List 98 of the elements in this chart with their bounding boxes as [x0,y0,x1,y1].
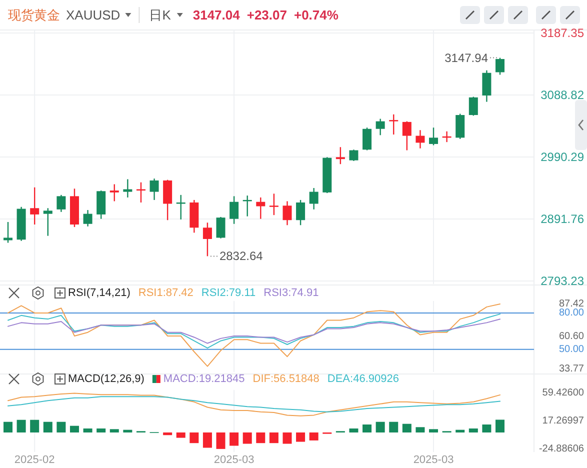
y-tick-label: 3088.82 [540,88,584,102]
text: +0.74% [294,8,339,22]
bar [296,432,306,442]
y-tick-label: -24.88606 [538,444,584,454]
text: 日K [149,8,172,22]
candlestick [30,186,40,226]
candlestick [216,216,226,239]
y-tick-label: 2990.29 [540,150,584,164]
candlestick [468,96,478,116]
bar [482,424,492,432]
annotation: 2832.64 [219,249,264,264]
line-series [8,314,500,349]
line-series [8,392,500,416]
y-tick-label: 50.00 [558,344,584,355]
candlestick [429,127,438,146]
bar [202,432,212,448]
candlestick [4,221,12,244]
bar [216,432,226,449]
bar [402,424,412,432]
bar [349,428,358,432]
candlestick [43,208,52,236]
candlestick [163,179,172,221]
candlestick [282,200,292,226]
candlestick [296,199,306,226]
candlestick [256,196,266,220]
bar [416,427,425,432]
bar [70,426,79,432]
candlestick [349,149,358,162]
bar [96,428,106,432]
bar [176,432,186,438]
x-tick-label: 2025-03 [413,454,454,466]
bar [16,420,26,432]
bar [269,432,278,444]
bar [309,432,318,440]
chart-subtitle: XAUUSD [66,8,120,22]
candlestick [362,127,372,151]
bar [4,422,12,432]
y-tick-label: 87.42 [558,298,584,310]
bar [468,428,478,432]
bar [376,422,385,432]
y-tick-label: 80.00 [558,307,584,318]
candlestick [309,187,318,210]
candlestick [83,209,92,227]
series-label: DEA:46.90926 [327,373,399,385]
y-tick-label: 17.26997 [542,416,584,426]
text: RSI3:74.91 [264,287,319,299]
candlestick [269,193,278,216]
y-tick-label: 60.60 [558,330,584,342]
bar [389,422,398,432]
text: RSI2:79.11 [201,287,256,299]
bar [190,432,199,444]
candlestick [336,146,345,165]
y-tick-label: 3187.35 [540,26,584,40]
chart-title: RSI(7,14,21) [68,287,130,299]
y-tick-label: 59.42600 [542,388,584,398]
x-tick-label: 2025-03 [214,454,254,466]
chart-title: MACD(12,26,9) [68,373,144,385]
bar [56,422,66,432]
candlestick [123,178,132,198]
annotation: 3147.94 [444,50,488,65]
candlestick [150,178,159,201]
candlestick [110,184,119,202]
bar [429,429,438,432]
candlestick [96,190,106,220]
candlestick [456,113,465,140]
candlestick [402,120,412,151]
bar [110,429,119,432]
text: +23.07 [246,8,287,22]
x-tick-label: 2025-02 [14,454,55,466]
legend-label: MACD:19.21845 [163,373,245,385]
bar [83,428,92,432]
candlestick [376,118,385,136]
text: DIF:56.51848 [252,373,320,385]
chart-title: 现货黄金 [8,8,60,22]
bar [163,432,172,436]
bar [456,430,465,432]
bar [123,430,132,432]
bar [230,432,239,446]
candlestick [389,114,398,136]
bar [30,420,40,432]
line-series [8,318,500,344]
y-tick-label: 33.77 [558,364,584,374]
bar [43,422,52,432]
bar [362,424,372,432]
y-tick-label: 2793.23 [540,274,584,288]
text: RSI1:87.42 [138,287,194,299]
candlestick [416,130,425,149]
line-series [8,304,500,367]
candlestick [230,196,239,224]
y-tick-label: 2891.76 [540,212,584,226]
bar [242,432,252,444]
candlestick [482,70,492,102]
bar [256,432,266,444]
bar [496,420,504,432]
text: 3147.04 [192,8,241,22]
candlestick [56,194,66,213]
bar [282,432,292,444]
line-series [8,396,500,412]
